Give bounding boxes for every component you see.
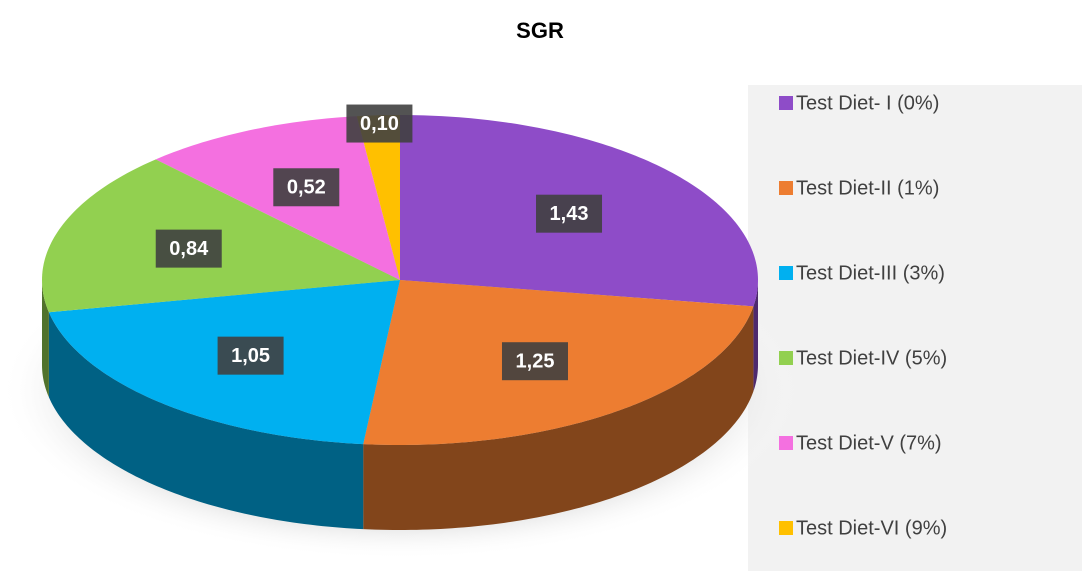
- legend-swatch: [779, 351, 793, 365]
- legend-label: Test Diet-VI (9%): [796, 517, 947, 539]
- data-label: 1,43: [550, 203, 589, 225]
- data-label-box: [346, 104, 413, 143]
- pie-slice: [356, 115, 400, 280]
- legend-swatch: [779, 96, 793, 110]
- legend-swatch: [779, 521, 793, 535]
- legend-label: Test Diet-II (1%): [796, 177, 939, 199]
- data-labels: 1,43 1,25 1,05 0,84 0,52 0,10: [155, 104, 603, 381]
- legend: Test Diet- I (0%) Test Diet-II (1%) Test D…: [779, 92, 947, 539]
- data-label: 0,52: [287, 177, 326, 199]
- pie-side: [48, 312, 364, 530]
- data-label: 0,10: [360, 113, 399, 135]
- data-label: 1,25: [516, 350, 555, 372]
- legend-background: [748, 85, 1082, 571]
- data-label: 1,05: [231, 345, 270, 367]
- data-label: 0,84: [169, 238, 209, 260]
- legend-label: Test Diet- I (0%): [796, 92, 939, 114]
- pie-side: [753, 280, 758, 392]
- data-label-box: [155, 229, 222, 268]
- pie-side: [363, 306, 754, 530]
- legend-swatch: [779, 436, 793, 450]
- data-label-box: [273, 168, 340, 207]
- pie-side: [42, 280, 49, 398]
- legend-label: Test Diet-III (3%): [796, 262, 945, 284]
- data-label-box: [501, 342, 568, 381]
- pie: [42, 115, 758, 530]
- legend-swatch: [779, 266, 793, 280]
- chart-title: SGR: [516, 18, 564, 43]
- legend-swatch: [779, 181, 793, 195]
- data-label-box: [217, 336, 284, 375]
- legend-label: Test Diet-V (7%): [796, 432, 942, 454]
- legend-label: Test Diet-IV (5%): [796, 347, 947, 369]
- data-label-box: [536, 194, 603, 233]
